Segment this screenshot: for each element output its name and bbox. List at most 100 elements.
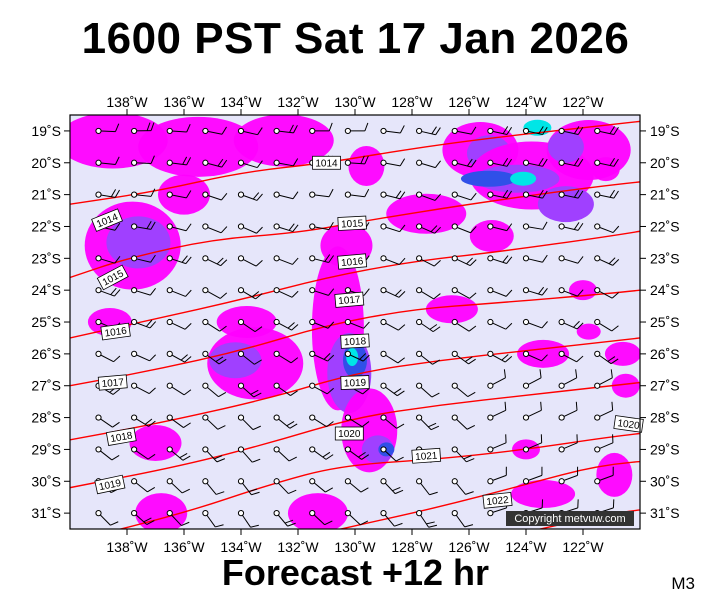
wind-barb xyxy=(522,254,548,263)
wind-barb xyxy=(237,478,260,496)
wind-barb xyxy=(273,446,297,462)
wind-barb xyxy=(416,126,441,136)
lat-tick-label-left: 22˚S xyxy=(31,218,61,234)
wind-barb xyxy=(166,156,192,166)
wind-barb xyxy=(202,350,227,365)
map-title: 1600 PST Sat 17 Jan 2026 xyxy=(81,14,630,63)
lat-tick-label-left: 21˚S xyxy=(31,187,61,203)
forecast-label: Forecast +12 hr xyxy=(221,552,490,593)
wind-barb xyxy=(131,188,156,198)
wind-barb xyxy=(202,446,226,463)
svg-text:1020: 1020 xyxy=(338,429,361,440)
wind-barb xyxy=(202,510,224,528)
wind-barb xyxy=(380,414,405,429)
wind-barb xyxy=(131,510,155,525)
precip-cell xyxy=(106,216,171,269)
lat-tick-label-left: 23˚S xyxy=(31,250,61,266)
wind-barb xyxy=(309,188,334,198)
wind-barb xyxy=(273,350,299,364)
wind-barb xyxy=(202,414,226,430)
wind-barb xyxy=(594,318,619,332)
wind-barb xyxy=(166,124,191,135)
wind-barb xyxy=(451,287,477,299)
wind-barb xyxy=(95,510,119,526)
lat-tick-label-right: 30˚S xyxy=(650,473,680,489)
wind-barb xyxy=(558,158,584,167)
lat-tick-label-right: 31˚S xyxy=(650,505,680,521)
wind-barb xyxy=(344,188,370,198)
lon-tick-label-top: 134˚W xyxy=(220,94,262,110)
precip-cell xyxy=(547,130,584,163)
wind-barb xyxy=(131,254,156,263)
isobar-label: 1015 xyxy=(337,215,367,231)
wind-barb xyxy=(309,222,334,231)
wind-barb xyxy=(487,434,507,453)
lon-tick-label-bottom: 126˚W xyxy=(448,539,490,555)
wind-barb xyxy=(487,287,513,297)
wind-barb xyxy=(166,255,192,265)
wind-barb xyxy=(487,255,513,264)
wind-barb xyxy=(202,158,228,168)
lat-tick-label-right: 26˚S xyxy=(650,346,680,362)
wind-barb xyxy=(416,382,440,398)
precip-cell xyxy=(361,435,394,464)
wind-barb xyxy=(451,510,474,528)
wind-barb xyxy=(594,369,613,389)
wind-barb xyxy=(131,287,156,296)
wind-barb xyxy=(202,255,228,267)
wind-barb xyxy=(594,158,619,167)
svg-text:1014: 1014 xyxy=(315,158,338,169)
svg-text:1022: 1022 xyxy=(486,495,510,508)
wind-barb xyxy=(594,189,619,199)
wind-barb xyxy=(380,158,406,167)
svg-text:1016: 1016 xyxy=(341,256,365,269)
wind-barb xyxy=(594,255,620,266)
wind-barb xyxy=(522,466,543,485)
wind-barb xyxy=(558,369,578,389)
svg-text:1018: 1018 xyxy=(344,336,367,348)
copyright-box: Copyright metvuw.com xyxy=(506,511,634,526)
wind-barb xyxy=(309,287,335,296)
wind-barb xyxy=(95,414,120,428)
precip-cell xyxy=(511,480,576,509)
wind-barb xyxy=(380,125,405,135)
wind-barb xyxy=(237,510,259,528)
model-label: M3 xyxy=(671,574,695,593)
wind-barb xyxy=(309,446,334,460)
wind-barb xyxy=(522,401,542,421)
wind-barb xyxy=(95,189,120,198)
wind-barb xyxy=(273,318,299,331)
lon-tick-label-top: 126˚W xyxy=(448,94,490,110)
wind-barb xyxy=(344,478,369,493)
svg-text:1018: 1018 xyxy=(110,430,134,445)
wind-barb xyxy=(166,414,191,429)
lat-tick-label-left: 24˚S xyxy=(31,282,61,298)
lon-tick-label-top: 132˚W xyxy=(277,94,319,110)
wind-barb xyxy=(522,369,542,389)
lon-tick-label-bottom: 122˚W xyxy=(562,539,604,555)
precip-cell xyxy=(425,295,478,324)
svg-text:1021: 1021 xyxy=(415,451,438,464)
wind-barb xyxy=(522,286,548,296)
isobar xyxy=(70,337,640,441)
wind-barb xyxy=(380,190,406,200)
lon-tick-label-top: 122˚W xyxy=(562,94,604,110)
wind-barb xyxy=(380,287,406,298)
lon-tick-label-bottom: 130˚W xyxy=(334,539,376,555)
wind-barb xyxy=(522,221,548,230)
wind-barb xyxy=(558,466,579,485)
isobar xyxy=(70,381,640,489)
wind-barb xyxy=(166,287,192,297)
wind-barb xyxy=(273,510,296,527)
lat-tick-label-right: 28˚S xyxy=(650,410,680,426)
wind-barb xyxy=(380,510,403,527)
wind-barb xyxy=(380,382,405,397)
wind-barb xyxy=(166,190,192,199)
wind-barb xyxy=(451,414,476,430)
isobar-label: 1022 xyxy=(482,492,513,509)
isobar-label: 1017 xyxy=(97,374,128,391)
wind-barb xyxy=(416,414,440,431)
isobar-label: 1021 xyxy=(411,447,442,464)
wind-barb xyxy=(416,510,438,528)
